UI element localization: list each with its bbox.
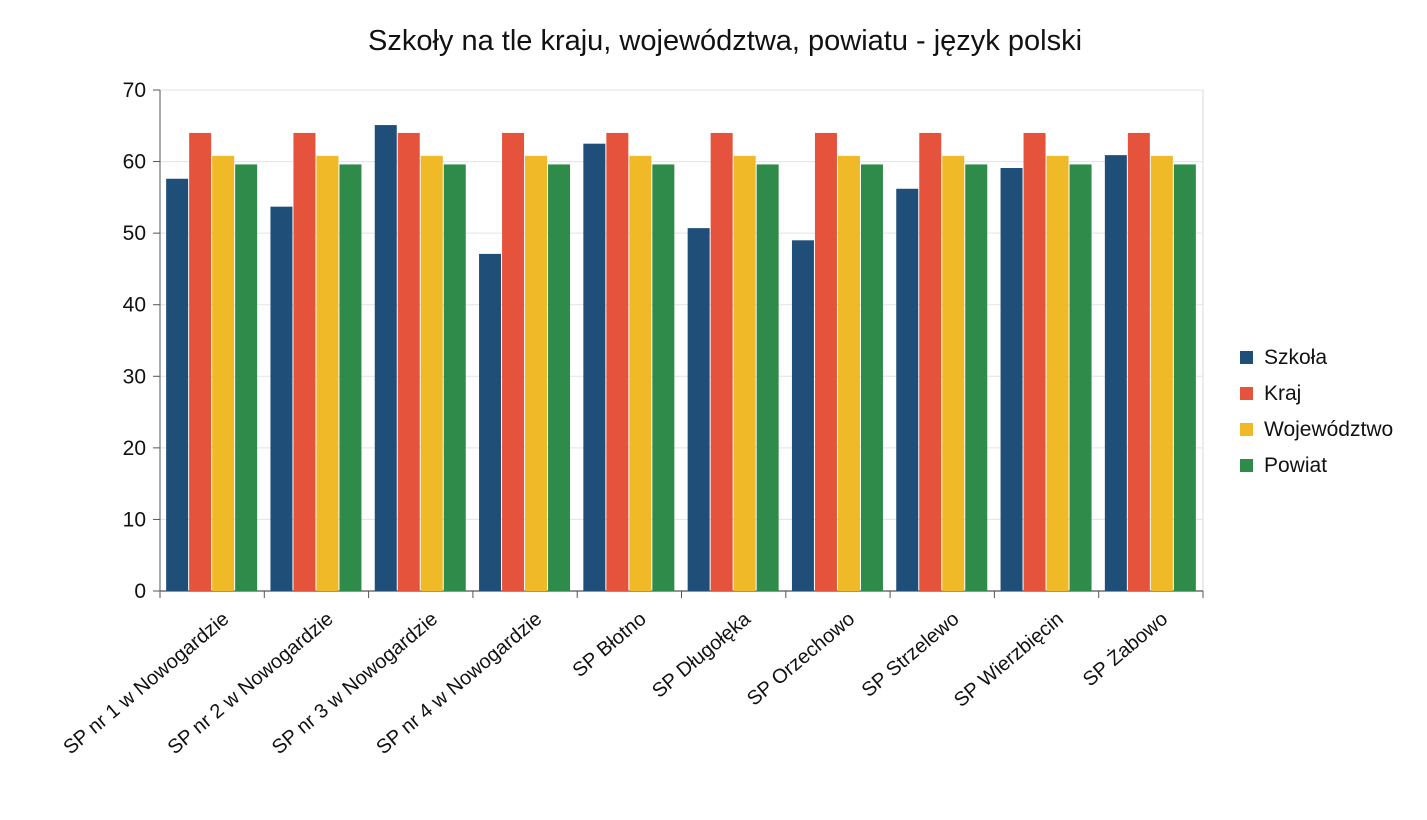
bar-powiat-6 <box>860 164 883 592</box>
y-tick-labels: 0 10 20 30 40 50 60 70 <box>123 79 146 603</box>
bar-kraj-4 <box>606 132 629 591</box>
x-tick-label-1: SP nr 2 w Nowogardzie <box>164 608 338 759</box>
x-tick-label-3: SP nr 4 w Nowogardzie <box>372 608 546 759</box>
bar-szkoła-1 <box>270 206 293 591</box>
x-tick-label-0: SP nr 1 w Nowogardzie <box>59 608 233 759</box>
y-tick-label-50: 50 <box>123 222 146 245</box>
legend-label-województwo: Województwo <box>1264 418 1393 441</box>
legend: Szkoła Kraj Województwo Powiat <box>1240 346 1393 477</box>
legend-swatch-powiat <box>1240 459 1253 472</box>
bar-powiat-2 <box>443 164 466 592</box>
y-tick-label-70: 70 <box>123 79 146 102</box>
bar-szkoła-4 <box>583 143 606 591</box>
bar-województwo-7 <box>942 155 965 592</box>
bar-szkoła-2 <box>374 125 397 591</box>
bar-kraj-5 <box>710 132 733 591</box>
bar-szkoła-8 <box>1000 168 1023 591</box>
bar-powiat-9 <box>1173 164 1196 592</box>
bar-powiat-4 <box>652 164 675 592</box>
bars <box>166 125 1196 592</box>
bar-województwo-6 <box>837 155 860 592</box>
bar-kraj-3 <box>502 132 525 591</box>
bar-powiat-7 <box>965 164 988 592</box>
x-tick-label-7: SP Strzelewo <box>858 608 964 702</box>
legend-swatch-województwo <box>1240 423 1253 436</box>
bar-województwo-0 <box>212 155 235 592</box>
y-tick-label-10: 10 <box>123 508 146 531</box>
y-tick-label-0: 0 <box>134 580 146 603</box>
bar-szkoła-6 <box>791 240 814 592</box>
bar-powiat-3 <box>548 164 571 592</box>
bar-powiat-5 <box>756 164 779 592</box>
bar-powiat-8 <box>1069 164 1092 592</box>
y-tick-label-60: 60 <box>123 151 146 174</box>
bar-województwo-1 <box>316 155 339 592</box>
bar-powiat-0 <box>235 164 258 592</box>
bar-województwo-9 <box>1150 155 1173 592</box>
bar-kraj-8 <box>1023 132 1046 591</box>
bar-województwo-5 <box>733 155 756 592</box>
legend-swatch-kraj <box>1240 387 1253 400</box>
bar-szkoła-5 <box>687 228 710 591</box>
bar-kraj-9 <box>1127 132 1150 591</box>
bar-szkoła-7 <box>896 188 919 592</box>
bar-kraj-1 <box>293 132 316 591</box>
x-tick-label-4: SP Błotno <box>569 608 651 682</box>
y-tick-label-40: 40 <box>123 294 146 317</box>
bar-województwo-8 <box>1046 155 1069 592</box>
legend-label-szkoła: Szkoła <box>1264 346 1327 369</box>
y-tick-label-30: 30 <box>123 365 146 388</box>
bar-kraj-6 <box>814 132 837 591</box>
chart-title: Szkoły na tle kraju, województwa, powiat… <box>368 25 1082 57</box>
legend-swatch-szkoła <box>1240 351 1253 364</box>
x-tick-label-5: SP Długołęka <box>648 607 755 702</box>
x-tick-label-6: SP Orzechowo <box>743 608 859 710</box>
bar-kraj-7 <box>919 132 942 591</box>
bar-kraj-2 <box>397 132 420 591</box>
y-tick-label-20: 20 <box>123 437 146 460</box>
legend-label-powiat: Powiat <box>1264 454 1327 477</box>
x-tick-label-8: SP Wierzbięcin <box>950 608 1068 712</box>
bar-województwo-2 <box>420 155 443 592</box>
bar-kraj-0 <box>189 132 212 591</box>
x-tick-label-2: SP nr 3 w Nowogardzie <box>268 608 442 759</box>
x-tick-label-9: SP Żabowo <box>1078 607 1172 691</box>
bar-szkoła-3 <box>479 253 502 592</box>
legend-label-kraj: Kraj <box>1264 382 1301 405</box>
bar-szkoła-0 <box>166 178 189 591</box>
bar-województwo-4 <box>629 155 652 592</box>
bar-powiat-1 <box>339 164 362 592</box>
bar-szkoła-9 <box>1104 155 1127 591</box>
bar-województwo-3 <box>525 155 548 592</box>
